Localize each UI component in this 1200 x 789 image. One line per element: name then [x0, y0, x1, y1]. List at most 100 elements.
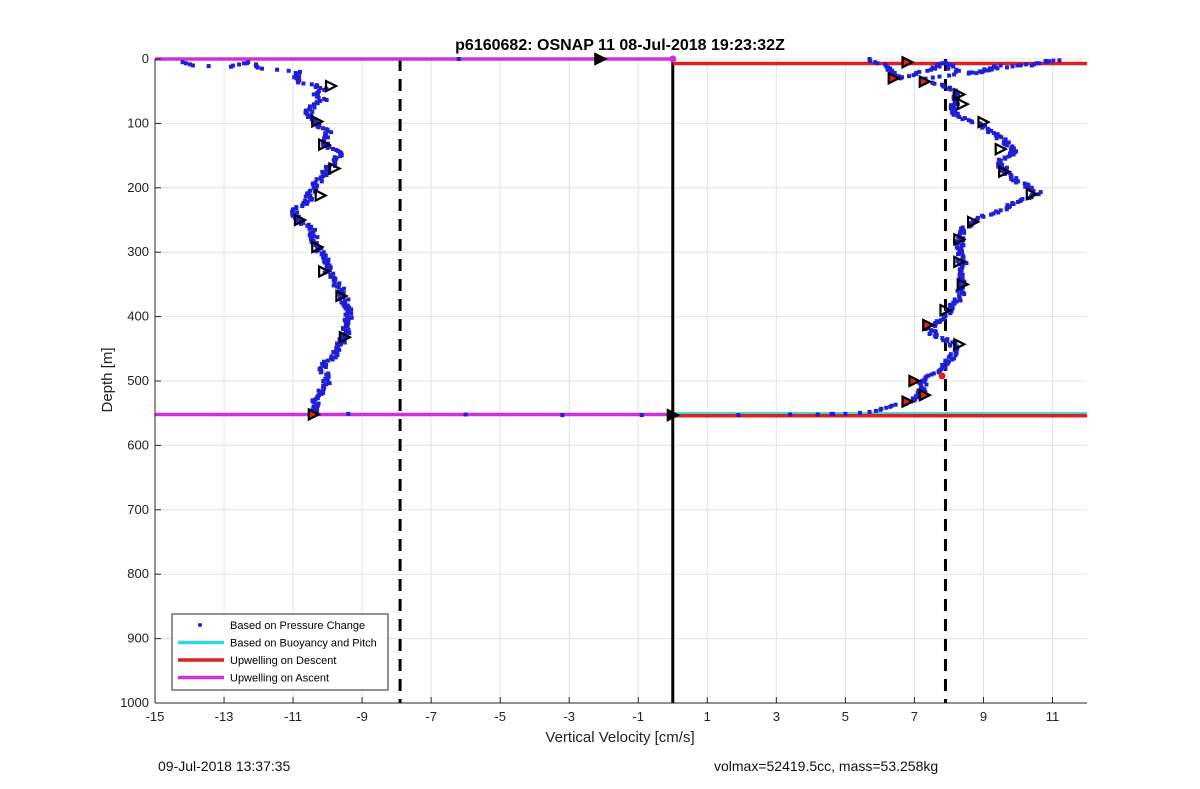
data-point: [962, 116, 967, 121]
data-point: [322, 134, 327, 139]
data-point: [941, 317, 946, 322]
data-point: [343, 325, 348, 330]
data-point: [994, 209, 999, 214]
data-point: [951, 112, 956, 117]
data-point: [311, 92, 316, 97]
data-point: [303, 108, 308, 113]
data-point: [1004, 143, 1009, 148]
y-tick-label: 100: [127, 115, 149, 130]
data-point: [303, 198, 308, 203]
data-point: [931, 371, 936, 376]
data-point: [893, 402, 898, 407]
data-point: [955, 113, 960, 118]
data-point: [1044, 60, 1049, 65]
data-point: [1026, 183, 1031, 188]
data-point: [321, 255, 326, 260]
data-point: [324, 362, 329, 367]
data-point: [959, 244, 964, 249]
triangle-marker: [977, 115, 991, 129]
data-point: [318, 85, 323, 90]
data-point: [325, 377, 330, 382]
data-point: [1026, 186, 1031, 191]
data-point: [922, 387, 927, 392]
data-point: [312, 102, 317, 107]
triangle-marker: [338, 330, 353, 344]
data-point: [1003, 156, 1008, 161]
data-point: [331, 271, 336, 276]
data-point: [936, 62, 941, 67]
data-point: [953, 109, 958, 114]
data-point: [829, 411, 834, 416]
x-tick-label: 9: [980, 709, 987, 724]
legend-entry: Based on Buoyancy and Pitch: [230, 638, 377, 650]
data-point: [958, 298, 963, 303]
data-point: [1006, 205, 1011, 210]
triangle-marker: [953, 255, 967, 269]
data-point: [329, 130, 334, 135]
data-point: [346, 308, 351, 313]
data-point: [316, 125, 321, 130]
data-point: [343, 306, 348, 311]
data-point: [988, 212, 993, 217]
y-tick-label: 400: [127, 309, 149, 324]
data-point: [244, 61, 249, 66]
data-point: [959, 226, 964, 231]
data-point: [953, 69, 958, 74]
x-tick-label: 5: [842, 709, 849, 724]
data-point: [310, 109, 315, 114]
data-point: [322, 136, 327, 141]
data-point: [977, 69, 982, 74]
data-point: [815, 412, 820, 417]
data-point: [1051, 58, 1056, 63]
data-point: [297, 69, 302, 74]
data-point: [338, 342, 343, 347]
data-point: [991, 211, 996, 216]
data-point: [934, 319, 939, 324]
data-point: [346, 319, 351, 324]
data-point: [323, 164, 328, 169]
data-point: [1005, 203, 1010, 208]
data-point: [311, 229, 316, 234]
data-point: [937, 320, 942, 325]
data-point: [349, 311, 354, 316]
data-point: [940, 365, 945, 370]
triangle-marker: [994, 142, 1009, 156]
legend-entry: Upwelling on Descent: [230, 655, 336, 667]
data-point: [974, 71, 979, 76]
x-tick-label: -15: [146, 709, 165, 724]
data-point: [993, 133, 998, 138]
data-point: [298, 221, 303, 226]
triangle-marker: [998, 164, 1012, 179]
data-point: [1006, 140, 1011, 145]
highlight-dot: [938, 372, 946, 380]
data-point: [952, 101, 957, 106]
data-point: [307, 226, 312, 231]
data-point: [875, 61, 880, 66]
data-point: [329, 354, 334, 359]
data-point: [309, 232, 314, 237]
triangle-marker: [318, 264, 332, 279]
data-point: [295, 210, 300, 215]
data-point: [943, 366, 948, 371]
x-tick-label: -13: [215, 709, 234, 724]
data-point: [338, 154, 343, 159]
data-point: [1047, 59, 1052, 64]
data-point: [330, 146, 335, 151]
data-point: [970, 120, 975, 125]
legend-entry: Upwelling on Ascent: [230, 673, 329, 685]
y-tick-label: 200: [127, 180, 149, 195]
data-point: [311, 407, 316, 412]
data-point: [303, 194, 308, 199]
data-point: [295, 218, 300, 223]
data-point: [930, 75, 935, 80]
data-point: [335, 341, 340, 346]
data-point: [943, 358, 948, 363]
data-point: [949, 357, 954, 362]
data-point: [889, 403, 894, 408]
data-point: [947, 62, 952, 67]
data-point: [958, 229, 963, 234]
data-point: [231, 63, 236, 68]
data-point: [948, 106, 953, 111]
data-point: [1010, 64, 1015, 69]
